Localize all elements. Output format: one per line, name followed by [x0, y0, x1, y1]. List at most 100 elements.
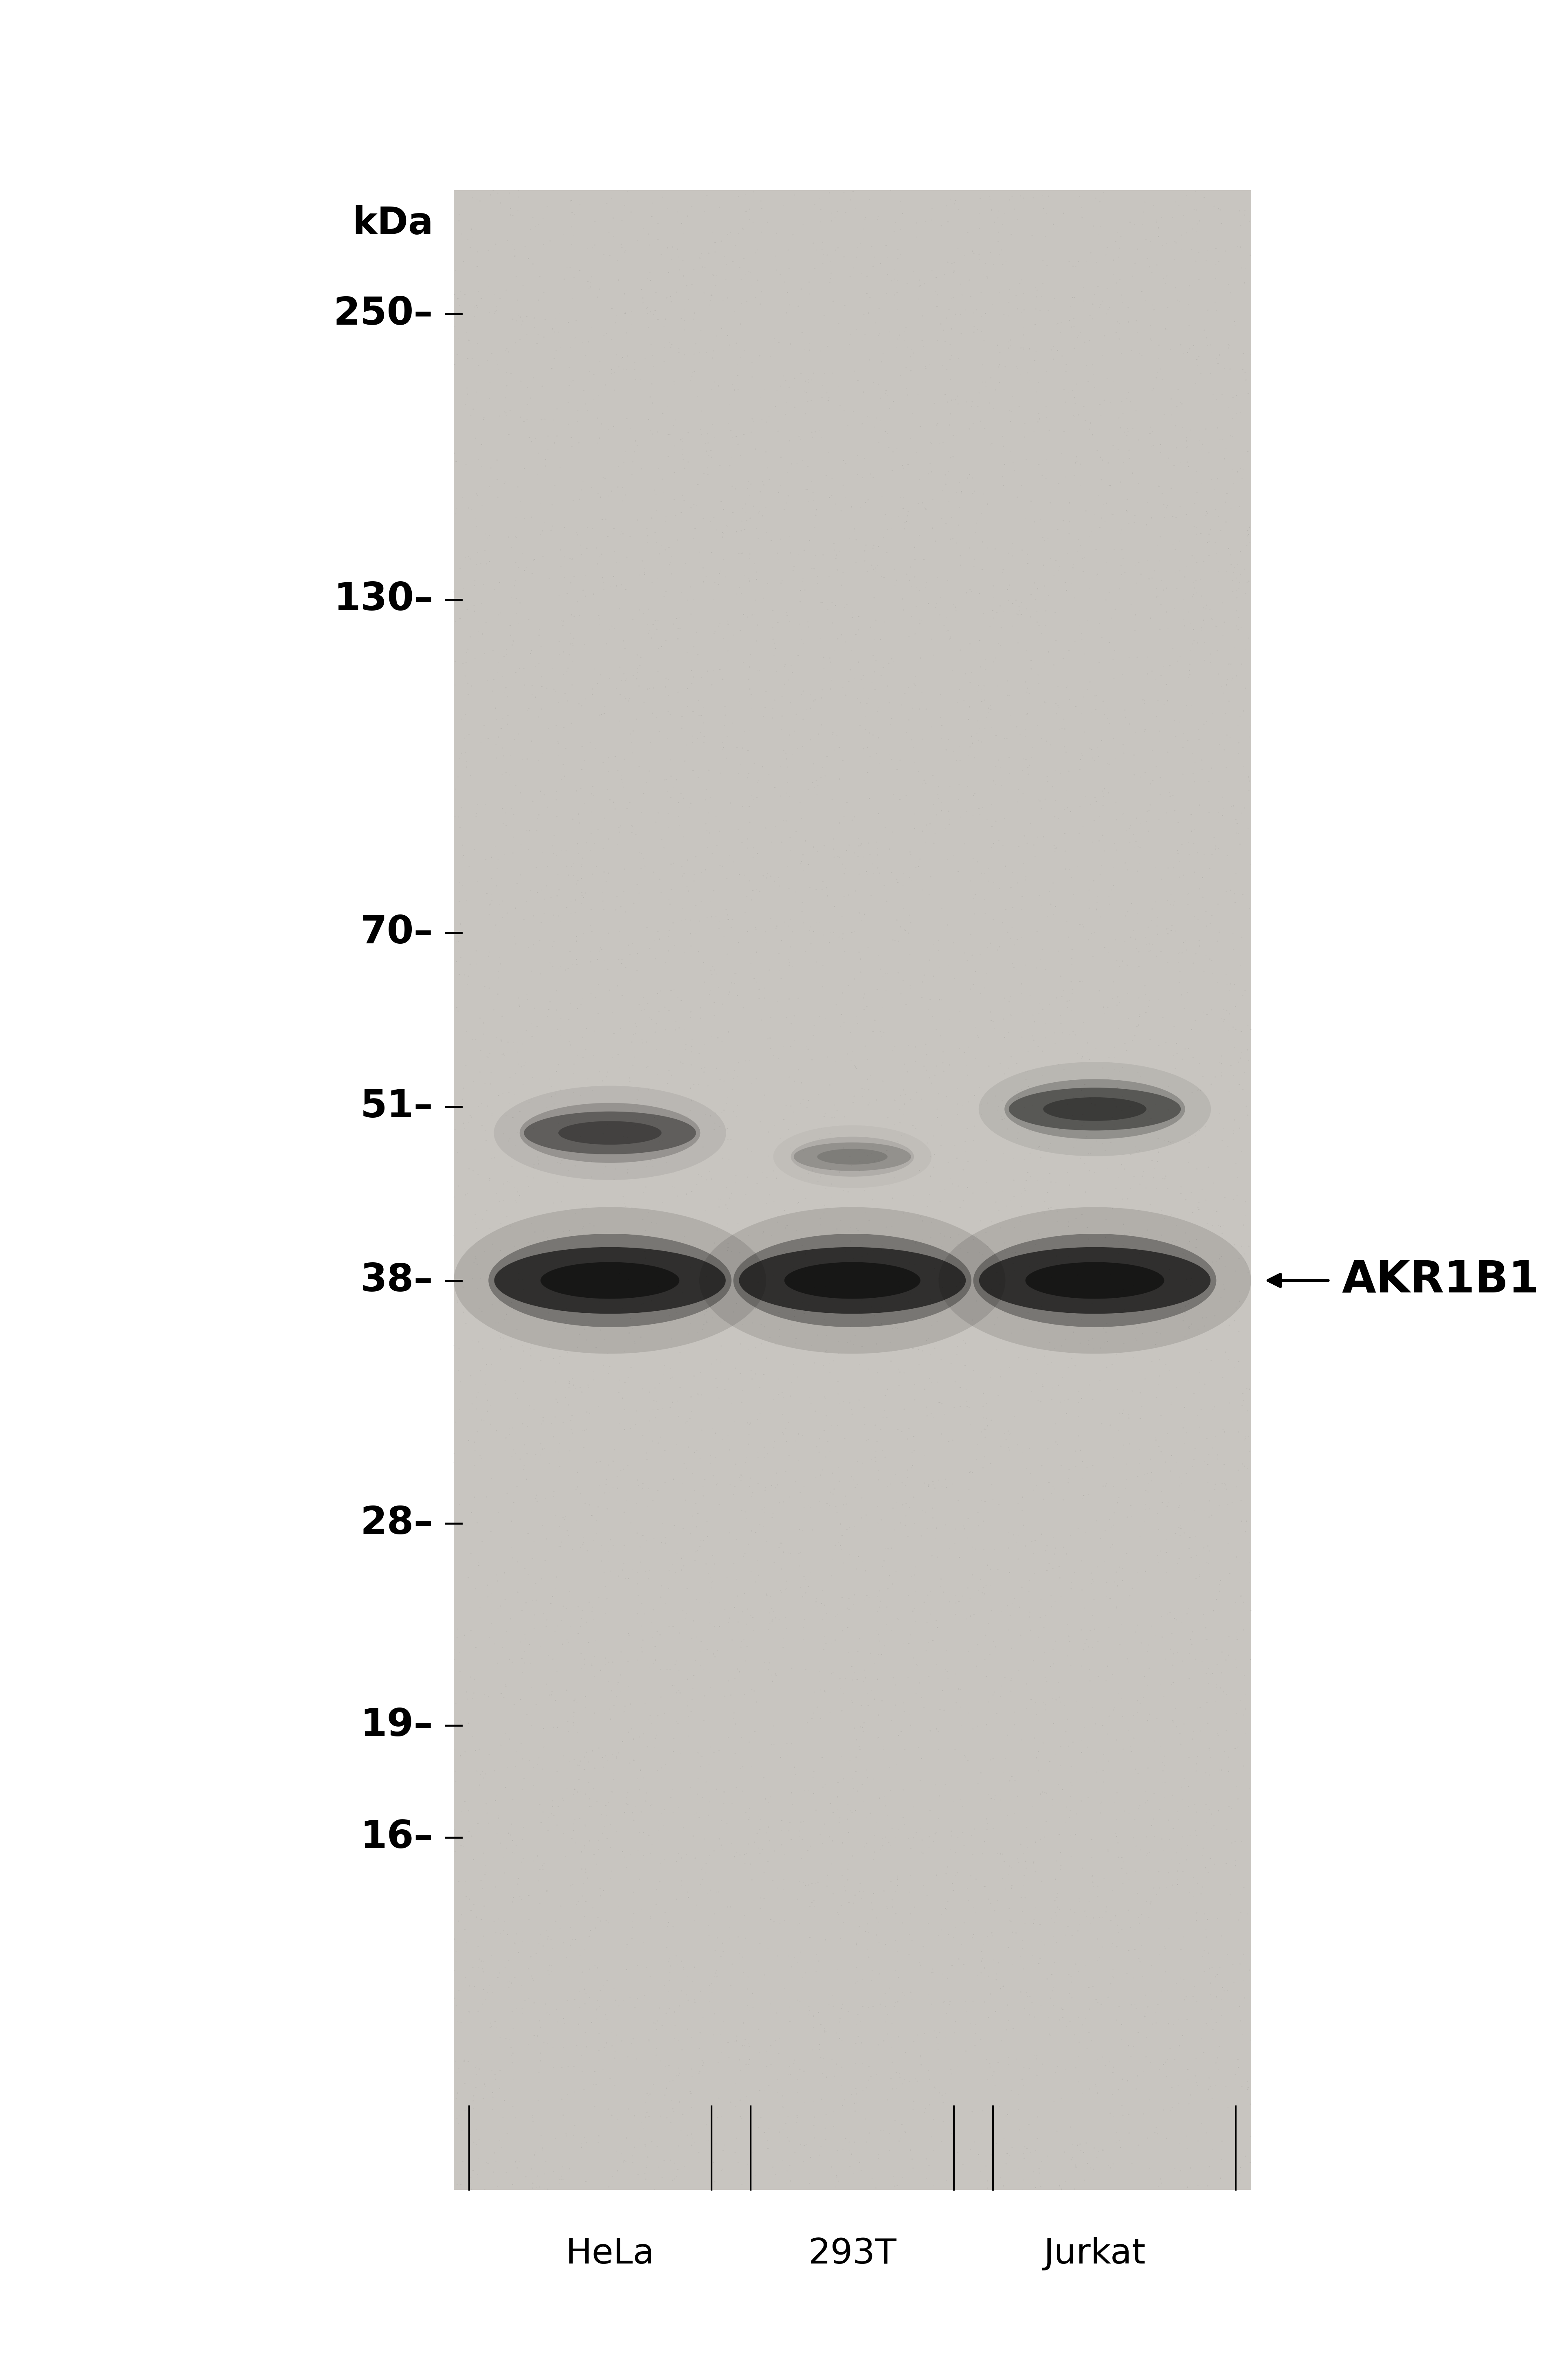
Point — [677, 914, 702, 952]
Point — [729, 745, 754, 783]
Point — [1126, 997, 1151, 1035]
Point — [1175, 428, 1200, 466]
Point — [676, 1697, 701, 1735]
Point — [1192, 704, 1217, 743]
Point — [1203, 1471, 1228, 1509]
Point — [917, 1059, 942, 1097]
Point — [601, 1526, 626, 1564]
Point — [679, 902, 704, 940]
Point — [1211, 1002, 1236, 1040]
Point — [693, 248, 718, 286]
Point — [1089, 438, 1114, 476]
Point — [1087, 797, 1112, 835]
Point — [652, 1840, 677, 1878]
Point — [533, 2142, 558, 2180]
Point — [920, 1949, 945, 1987]
Point — [707, 605, 732, 643]
Point — [1223, 800, 1248, 838]
Point — [896, 897, 921, 935]
Point — [1220, 1007, 1245, 1045]
Point — [1110, 2059, 1135, 2097]
Point — [967, 790, 992, 828]
Point — [669, 1273, 694, 1311]
Point — [1184, 474, 1209, 512]
Point — [594, 1961, 619, 1999]
Point — [1212, 1247, 1237, 1285]
Point — [1045, 1202, 1070, 1240]
Ellipse shape — [1009, 1088, 1181, 1130]
Point — [533, 1666, 558, 1704]
Point — [835, 876, 860, 914]
Point — [1048, 1833, 1073, 1871]
Point — [602, 790, 627, 828]
Point — [959, 1407, 984, 1445]
Point — [744, 607, 769, 645]
Point — [945, 2047, 970, 2085]
Point — [882, 1159, 907, 1197]
Point — [1176, 2061, 1201, 2099]
Point — [483, 2009, 508, 2047]
Point — [721, 1545, 746, 1583]
Ellipse shape — [519, 1102, 701, 1164]
Point — [710, 847, 735, 885]
Point — [1010, 1835, 1035, 1873]
Point — [483, 700, 508, 738]
Point — [507, 298, 532, 336]
Point — [477, 1966, 502, 2004]
Point — [1087, 821, 1112, 859]
Point — [948, 671, 973, 709]
Point — [954, 793, 979, 831]
Point — [665, 2159, 690, 2197]
Point — [541, 835, 566, 873]
Point — [1090, 1126, 1115, 1164]
Point — [444, 443, 469, 481]
Point — [1164, 500, 1189, 538]
Point — [996, 2037, 1021, 2075]
Point — [1176, 1028, 1201, 1066]
Point — [719, 367, 744, 405]
Point — [1140, 286, 1165, 324]
Point — [640, 383, 665, 421]
Point — [843, 616, 868, 654]
Point — [1012, 1311, 1037, 1349]
Point — [793, 1954, 818, 1992]
Point — [551, 2147, 576, 2185]
Point — [638, 326, 663, 364]
Point — [1143, 883, 1168, 921]
Point — [710, 1023, 735, 1061]
Point — [577, 1911, 602, 1949]
Point — [1203, 826, 1228, 864]
Point — [511, 1759, 536, 1797]
Point — [998, 1021, 1023, 1059]
Point — [608, 676, 633, 714]
Point — [879, 1861, 904, 1899]
Point — [685, 635, 710, 674]
Point — [760, 2023, 785, 2061]
Point — [1107, 259, 1132, 298]
Point — [1190, 1642, 1215, 1680]
Point — [574, 1031, 599, 1069]
Point — [694, 414, 719, 452]
Point — [699, 954, 724, 992]
Point — [612, 769, 637, 807]
Point — [708, 1825, 734, 1864]
Point — [701, 1111, 726, 1150]
Point — [956, 1518, 981, 1557]
Point — [557, 1742, 582, 1780]
Point — [546, 950, 571, 988]
Point — [1101, 1507, 1126, 1545]
Point — [619, 455, 644, 493]
Point — [932, 1983, 957, 2021]
Point — [610, 481, 635, 519]
Point — [863, 550, 888, 588]
Point — [463, 945, 488, 983]
Point — [830, 1904, 856, 1942]
Point — [637, 226, 662, 264]
Point — [826, 1523, 851, 1561]
Point — [616, 1059, 641, 1097]
Point — [1098, 1902, 1123, 1940]
Point — [1148, 933, 1173, 971]
Point — [840, 171, 865, 209]
Point — [640, 1252, 665, 1290]
Point — [1028, 2154, 1053, 2192]
